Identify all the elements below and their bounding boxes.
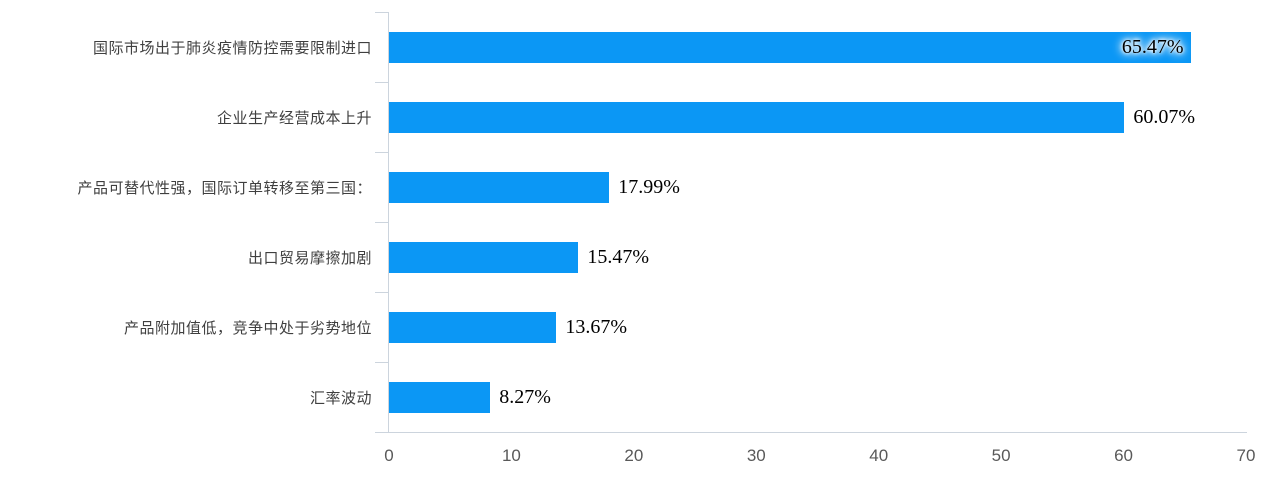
y-tick (375, 362, 388, 363)
bar-track: 13.67% (389, 311, 1246, 343)
plot-area: 国际市场出于肺炎疫情防控需要限制进口 65.47% 企业生产经营成本上升 60.… (0, 12, 1246, 432)
y-axis-line (388, 12, 389, 432)
y-tick (375, 292, 388, 293)
bar-row: 产品附加值低，竞争中处于劣势地位 13.67% (0, 292, 1246, 362)
y-tick (375, 82, 388, 83)
bar-row: 企业生产经营成本上升 60.07% (0, 82, 1246, 152)
bar (389, 381, 491, 413)
x-axis-labels: 0 10 20 30 40 50 60 70 (384, 446, 1255, 470)
value-label: 65.47% (1121, 36, 1184, 58)
bar-track: 65.47% (389, 31, 1246, 63)
x-tick-label: 10 (501, 446, 521, 465)
x-tick-label: 60 (1114, 446, 1134, 465)
y-tick (375, 222, 388, 223)
x-tick-label: 0 (384, 446, 394, 465)
value-label: 60.07% (1133, 106, 1196, 128)
bar-track: 15.47% (389, 241, 1246, 273)
x-tick-label: 20 (624, 446, 644, 465)
x-tick-label: 50 (991, 446, 1011, 465)
x-axis-line (376, 432, 1247, 433)
value-label: 8.27% (499, 386, 551, 408)
y-tick (375, 12, 388, 13)
category-label: 汇率波动 (309, 389, 372, 407)
x-tick-label: 40 (869, 446, 889, 465)
y-tick (375, 152, 388, 153)
bar (389, 241, 579, 273)
category-label: 国际市场出于肺炎疫情防控需要限制进口 (92, 39, 372, 57)
bar-track: 8.27% (389, 381, 1246, 413)
category-label: 产品附加值低，竞争中处于劣势地位 (123, 319, 372, 337)
bar-row: 出口贸易摩擦加剧 15.47% (0, 222, 1246, 292)
x-tick-label: 70 (1236, 446, 1256, 465)
bar (389, 101, 1125, 133)
value-label: 17.99% (618, 176, 680, 198)
category-label: 产品可替代性强，国际订单转移至第三国： (77, 179, 372, 197)
value-label: 15.47% (587, 246, 650, 268)
category-label: 出口贸易摩擦加剧 (247, 249, 372, 267)
bar (389, 171, 610, 203)
bar-row: 国际市场出于肺炎疫情防控需要限制进口 65.47% (0, 12, 1246, 82)
category-label: 企业生产经营成本上升 (216, 109, 372, 127)
bar-row: 产品可替代性强，国际订单转移至第三国： 17.99% (0, 152, 1246, 222)
bar-track: 60.07% (389, 101, 1246, 133)
bar-row: 汇率波动 8.27% (0, 362, 1246, 432)
bar-track: 17.99% (389, 171, 1246, 203)
bar (389, 311, 557, 343)
x-tick-label: 30 (746, 446, 766, 465)
value-label: 13.67% (565, 316, 628, 338)
bar: 65.47% (389, 31, 1191, 63)
